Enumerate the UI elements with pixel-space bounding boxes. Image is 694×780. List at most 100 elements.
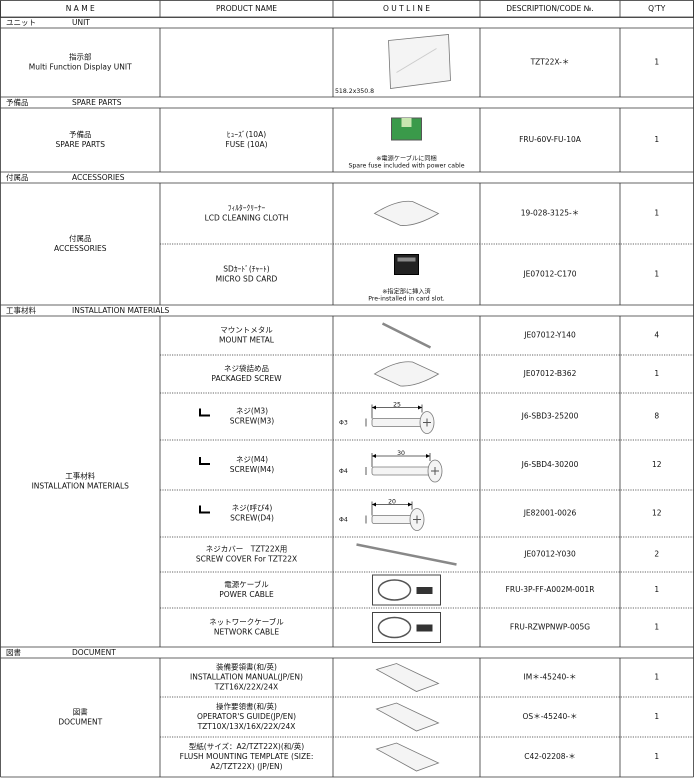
code: IM＊-45240-＊ [524, 673, 577, 682]
column-header: O U T L I N E [383, 4, 430, 13]
section-title-en: DOCUMENT [72, 648, 116, 657]
qty: 1 [654, 58, 659, 67]
cell-text: SCREW(M4) [230, 465, 275, 474]
cell-text: FUSE (10A) [225, 140, 267, 149]
cell-text: SCREW(M3) [230, 417, 275, 426]
section-title-en: ACCESSORIES [72, 173, 125, 182]
outline-drawing [375, 663, 440, 692]
qty: 1 [654, 712, 659, 721]
cell-text: DOCUMENT [58, 718, 102, 727]
cell-text: 付属品 [69, 233, 92, 243]
qty: 12 [652, 509, 662, 518]
column-header: PRODUCT NAME [216, 4, 277, 13]
cell-text: 型紙(サイズ：A2/TZT22X)(和/英) [189, 741, 304, 751]
outline-drawing [371, 466, 431, 476]
qty: 1 [654, 673, 659, 682]
dimension: Φ4 [339, 517, 348, 524]
code: J6-SBD4-30200 [521, 460, 579, 469]
code: JE07012-C170 [522, 270, 576, 279]
cell-text: 電源ケーブル [224, 579, 269, 589]
cell-text: INSTALLATION MATERIALS [32, 482, 130, 491]
section-title-jp: 図書 [6, 647, 21, 657]
cell-text: ネジ(M3) [236, 407, 268, 416]
outline-drawing [416, 587, 433, 594]
cell-text: NETWORK CABLE [214, 628, 279, 637]
cell-text: 装備要領書(和/英) [216, 662, 277, 672]
cell-text: マウントメタル [220, 326, 273, 335]
outline-drawing [373, 200, 440, 226]
qty: 1 [654, 623, 659, 632]
qty: 1 [654, 585, 659, 594]
section-title-en: UNIT [72, 18, 90, 27]
outline-drawing [356, 543, 457, 566]
cell-text: TZT16X/22X/24X [214, 683, 278, 692]
outline-drawing [431, 467, 439, 475]
cell-text: ネットワークケーブル [209, 617, 284, 627]
section-title-jp: 工事材料 [6, 305, 36, 315]
outline-drawing [377, 616, 412, 639]
qty: 12 [652, 460, 662, 469]
outline-drawing [416, 624, 433, 632]
code: C42-02208-＊ [524, 752, 576, 761]
qty: 1 [654, 209, 659, 218]
column-header: DESCRIPTION/CODE №. [506, 4, 594, 13]
code: J6-SBD3-25200 [521, 412, 579, 421]
cell-text: ACCESSORIES [54, 244, 107, 253]
cell-text: SPARE PARTS [56, 140, 106, 149]
outline-drawing [397, 257, 416, 262]
cell-text: A2/TZT22X) (JP/EN) [210, 762, 282, 771]
outline-drawing [371, 418, 423, 427]
cell-text: ネジ(M4) [236, 455, 268, 464]
outline-drawing [396, 48, 437, 73]
section-title-jp: ユニット [6, 18, 36, 27]
code: OS＊-45240-＊ [523, 712, 578, 721]
code: TZT22X-＊ [530, 58, 570, 67]
cell-text: ﾌｨﾙﾀｰｸﾘｰﾅｰ [228, 204, 266, 213]
cell-text: OPERATOR'S GUIDE(JP/EN) [197, 712, 296, 721]
cell-text: ネジ(呼び4) [232, 503, 273, 513]
cell-text: 予備品 [69, 129, 92, 139]
cell-text: Pre-installed in card slot. [368, 296, 445, 303]
cell-text: ※指定部に挿入済 [382, 288, 431, 296]
column-header: Q'TY [648, 4, 666, 13]
cell-text: MICRO SD CARD [216, 275, 278, 284]
outline-drawing [423, 418, 431, 427]
cell-text: 工事材料 [65, 471, 95, 481]
code: JE07012-B362 [523, 369, 577, 378]
dimension: 25 [393, 402, 401, 409]
section-title-jp: 予備品 [6, 97, 29, 107]
qty: 1 [654, 369, 659, 378]
section-title-en: INSTALLATION MATERIALS [72, 306, 170, 315]
section-title-en: SPARE PARTS [72, 98, 122, 107]
code: FRU-RZWPNWP-005G [510, 623, 590, 632]
cell-text: 図書 [73, 707, 88, 717]
qty: 1 [654, 135, 659, 144]
arrow [372, 502, 412, 507]
cell-text: ネジカバー TZT22X用 [206, 545, 287, 554]
cell-text: ネジ袋詰め品 [224, 363, 269, 373]
outline-drawing [413, 515, 421, 524]
cell-text: ﾋｭｰｽﾞ(10A) [227, 130, 266, 139]
outline-drawing [381, 322, 432, 349]
dimension: 30 [397, 450, 405, 457]
cell-text: SCREW COVER For TZT22X [196, 555, 297, 564]
dimension: 518.2x350.8 [335, 88, 374, 95]
code: 19-028-3125-＊ [521, 209, 580, 218]
qty: 4 [654, 331, 659, 340]
cell-text: POWER CABLE [219, 590, 274, 599]
qty: 2 [654, 550, 659, 559]
qty: 8 [654, 412, 659, 421]
code: JE82001-0026 [523, 509, 577, 518]
cell-text: Multi Function Display UNIT [29, 63, 132, 72]
cell-text: FLUSH MOUNTING TEMPLATE (SIZE: [180, 752, 314, 761]
cell-text: SCREW(D4) [230, 514, 274, 523]
outline-drawing [373, 361, 440, 387]
code: JE07012-Y140 [523, 331, 576, 340]
section-title-jp: 付属品 [6, 172, 29, 182]
code: FRU-3P-FF-A002M-001R [506, 585, 595, 594]
code: JE07012-Y030 [523, 550, 576, 559]
cell-text: Spare fuse included with power cable [348, 163, 464, 170]
qty: 1 [654, 752, 659, 761]
